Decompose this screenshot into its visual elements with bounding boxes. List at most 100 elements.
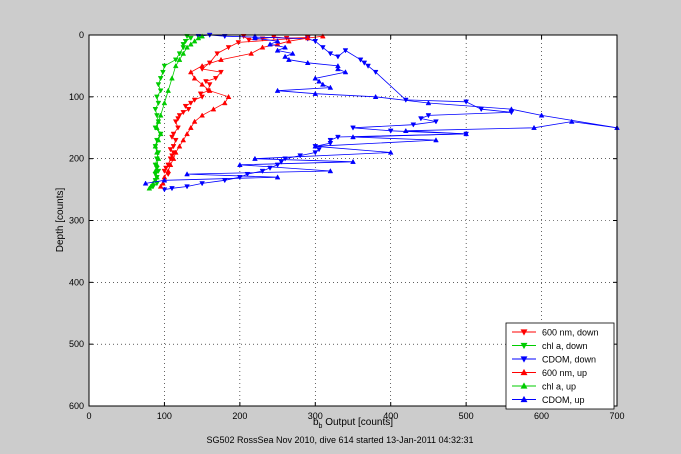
- data-point: [335, 134, 341, 140]
- x-tick-label: 300: [308, 411, 323, 421]
- axis-ticks: 0 100 200 300 400 500 600 700 0 100 200 300 400 500 60…: [69, 30, 625, 421]
- legend-swatch-marker: [520, 329, 528, 336]
- data-point: [184, 44, 190, 50]
- data-point: [312, 39, 319, 45]
- data-point: [327, 168, 334, 174]
- data-point: [176, 51, 183, 57]
- data-point: [320, 45, 326, 51]
- data-point: [274, 38, 281, 44]
- x-axis-label-main: b: [313, 417, 319, 428]
- data-point: [267, 41, 273, 47]
- data-point: [175, 116, 181, 122]
- data-point: [508, 106, 515, 112]
- data-point: [425, 100, 432, 106]
- data-point: [259, 168, 266, 174]
- data-point: [237, 175, 243, 181]
- data-point: [316, 147, 322, 153]
- plot-area: [142, 32, 620, 193]
- data-point: [167, 147, 174, 153]
- data-point: [191, 38, 198, 44]
- data-point: [191, 75, 198, 81]
- data-point: [312, 150, 319, 156]
- data-point: [199, 81, 205, 87]
- y-tick-label: 400: [69, 277, 84, 287]
- data-point: [167, 156, 174, 162]
- legend-label: CDOM, up: [542, 395, 585, 405]
- data-point: [252, 155, 258, 161]
- data-point: [199, 33, 205, 39]
- legend-entry: CDOM, up: [512, 395, 585, 405]
- data-point: [172, 119, 179, 125]
- data-point: [180, 110, 187, 116]
- legend-entry: 600 nm, up: [512, 368, 587, 378]
- x-tick-label: 600: [534, 411, 549, 421]
- y-tick-label: 500: [69, 339, 84, 349]
- x-axis-label-subscript: b: [319, 423, 323, 430]
- data-point: [195, 35, 202, 41]
- data-point: [155, 155, 162, 161]
- data-point: [387, 149, 394, 155]
- data-point: [157, 76, 164, 82]
- data-point: [350, 125, 356, 131]
- legend-swatch-marker: [520, 395, 528, 403]
- data-point: [342, 48, 349, 54]
- legend-entry: CDOM, down: [512, 355, 596, 365]
- data-point: [155, 118, 162, 124]
- series-3: [157, 33, 326, 189]
- data-point: [214, 51, 221, 57]
- data-point: [154, 174, 160, 180]
- data-point: [169, 186, 175, 192]
- data-point: [350, 134, 356, 140]
- data-point: [289, 50, 296, 56]
- data-point: [312, 90, 319, 96]
- data-point: [387, 128, 394, 134]
- data-point: [320, 33, 326, 39]
- data-point: [175, 125, 181, 131]
- data-point: [169, 75, 175, 81]
- data-point: [327, 137, 334, 144]
- data-point: [155, 82, 162, 88]
- x-tick-label: 100: [157, 411, 172, 421]
- data-point: [197, 91, 204, 97]
- y-tick-label: 200: [69, 154, 84, 164]
- y-tick-label: 600: [69, 401, 84, 411]
- data-point: [568, 118, 575, 124]
- data-point: [199, 181, 205, 187]
- data-point: [188, 69, 194, 75]
- data-point: [316, 78, 322, 84]
- data-point: [161, 63, 168, 69]
- data-point: [463, 99, 469, 105]
- data-point: [172, 57, 179, 63]
- data-point: [221, 100, 228, 106]
- data-point: [188, 41, 194, 47]
- y-tick-label: 100: [69, 92, 84, 102]
- data-point: [274, 87, 281, 93]
- data-point: [188, 35, 194, 42]
- data-point: [170, 155, 177, 161]
- data-point: [259, 44, 266, 50]
- series-line: [145, 36, 618, 184]
- data-point: [286, 56, 292, 62]
- data-point: [154, 124, 160, 130]
- legend-entry: 600 nm, down: [512, 328, 599, 338]
- data-point: [172, 137, 179, 144]
- data-point: [312, 143, 319, 149]
- data-point: [282, 44, 288, 50]
- data-point: [365, 63, 371, 69]
- data-point: [312, 75, 319, 81]
- data-point: [182, 39, 189, 45]
- data-point: [357, 57, 364, 63]
- data-point: [335, 54, 341, 60]
- x-tick-label: 400: [383, 411, 398, 421]
- series-line: [160, 35, 323, 187]
- legend-box: [505, 322, 615, 410]
- data-point: [155, 100, 162, 106]
- data-point: [185, 107, 192, 113]
- data-point: [372, 93, 379, 100]
- data-point: [176, 56, 183, 62]
- data-point: [180, 45, 187, 51]
- data-point: [154, 149, 160, 155]
- data-point: [203, 79, 209, 85]
- data-point: [286, 38, 292, 44]
- data-point: [163, 165, 169, 171]
